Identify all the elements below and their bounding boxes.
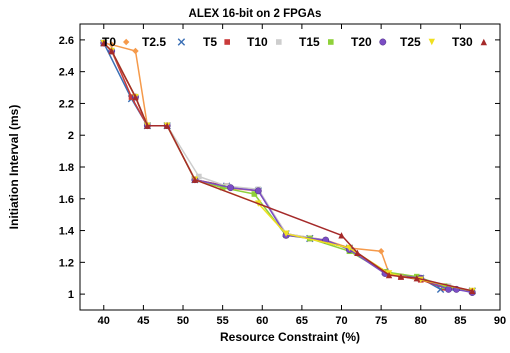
series-t2-5 [100, 39, 476, 295]
x-tick-label: 80 [415, 315, 427, 327]
data-point [128, 94, 135, 100]
legend-item: T30 [452, 35, 487, 49]
x-tick-label: 45 [137, 315, 149, 327]
legend-marker [328, 39, 334, 45]
series-layer [100, 39, 476, 296]
legend-item: T5 [203, 35, 230, 49]
y-tick-label: 2.2 [59, 98, 74, 110]
series-line [103, 42, 473, 292]
y-tick-label: 1.2 [59, 257, 74, 269]
data-point [108, 41, 115, 48]
legend-marker [428, 38, 435, 46]
legend-label: T5 [203, 35, 217, 49]
data-point [132, 47, 139, 55]
legend-label: T15 [299, 35, 320, 49]
data-point [282, 230, 290, 237]
legend-label: T10 [247, 35, 268, 49]
data-point [219, 184, 226, 191]
legend-marker [379, 38, 387, 46]
plot-frame [79, 23, 501, 311]
y-tick-label: 2.4 [59, 67, 75, 79]
series-line [103, 42, 473, 292]
series-t15 [100, 40, 476, 294]
data-point [191, 176, 199, 183]
x-tick-label: 90 [494, 315, 506, 327]
y-tick-label: 2.6 [59, 35, 74, 47]
axis-ticks: 40 45 50 55 60 65 70 75 80 85 90 1 1.2 1.4 1.6 1.8 2 2.2 2… [59, 24, 506, 327]
series-t30 [100, 39, 476, 295]
data-point [469, 287, 476, 295]
legend-item: T15 [299, 35, 334, 49]
data-point [441, 283, 448, 289]
x-tick-label: 55 [217, 315, 229, 327]
series-t20 [100, 39, 476, 296]
legend: T0 T2.5 T5 T10 T15 T20 T25 T30 [102, 35, 487, 49]
series-t0 [100, 39, 476, 295]
legend-marker-stroke-b [177, 38, 186, 46]
legend-marker [123, 38, 130, 46]
x-axis-label: Resource Constraint (%) [220, 330, 360, 344]
x-tick-label: 60 [256, 315, 268, 327]
series-line [103, 42, 473, 292]
data-point [196, 173, 202, 180]
x-tick-label: 85 [454, 315, 466, 327]
data-point [377, 248, 385, 255]
x-tick-label: 50 [177, 315, 189, 327]
legend-label: T20 [351, 35, 372, 49]
series-line [103, 42, 473, 292]
data-point [227, 184, 235, 192]
legend-label: T25 [400, 35, 421, 49]
data-point [338, 232, 345, 239]
series-t5 [100, 40, 476, 294]
legend-marker [276, 39, 282, 45]
legend-item: T10 [247, 35, 282, 49]
legend-item: T0 [102, 35, 130, 49]
x-tick-label: 65 [296, 315, 308, 327]
data-point [144, 122, 151, 129]
series-t25 [100, 39, 476, 295]
series-line [103, 42, 473, 292]
series-line [103, 42, 473, 294]
series-line [103, 42, 473, 292]
chart-title: ALEX 16-bit on 2 FPGAs [189, 8, 322, 20]
legend-label: T30 [452, 35, 473, 49]
y-tick-label: 1 [68, 289, 74, 301]
legend-item: T2.5 [142, 35, 186, 49]
data-point [254, 187, 262, 195]
y-tick-label: 1.6 [59, 194, 74, 206]
legend-item: T20 [351, 35, 387, 49]
data-point [385, 271, 393, 279]
legend-item: T25 [400, 35, 435, 49]
x-tick-label: 70 [335, 315, 347, 327]
data-point [132, 93, 139, 101]
series-t10 [100, 40, 476, 294]
y-tick-label: 2 [68, 130, 74, 142]
legend-label: T0 [102, 35, 116, 49]
y-tick-label: 1.8 [59, 162, 74, 174]
x-tick-label: 75 [375, 315, 387, 327]
data-point [354, 249, 361, 256]
data-point [108, 47, 115, 55]
data-point [251, 191, 258, 197]
legend-marker [177, 38, 186, 46]
series-line [103, 42, 473, 292]
data-point [445, 285, 452, 293]
legend-marker [480, 38, 487, 46]
y-tick-label: 1.4 [59, 226, 75, 238]
x-tick-label: 40 [98, 315, 110, 327]
data-point [163, 122, 171, 129]
legend-label: T2.5 [142, 35, 166, 49]
data-point [413, 275, 420, 282]
y-axis-label: Initiation Interval (ms) [7, 105, 21, 230]
data-point [100, 39, 107, 47]
legend-marker [224, 39, 230, 45]
data-point [397, 273, 405, 280]
